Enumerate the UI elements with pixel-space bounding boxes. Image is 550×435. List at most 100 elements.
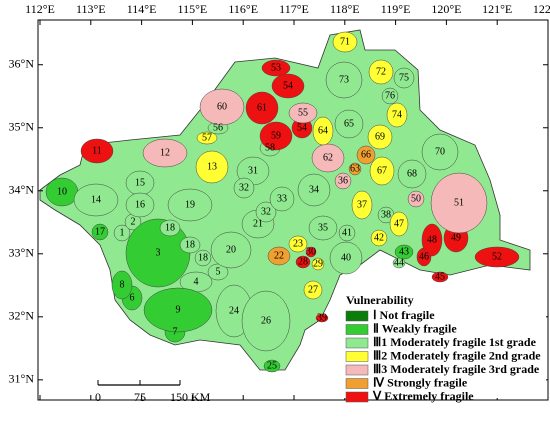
region-label: 46 [419,251,429,262]
x-tick-label: 118°E [330,2,360,16]
x-tick-label: 116°E [228,2,258,16]
region-label: 18 [165,222,175,233]
x-tick-label: 112°E [25,2,55,16]
region-area [288,235,308,253]
region-area [303,280,323,300]
region-label: 64 [318,125,328,136]
region-label: 28 [298,256,308,267]
region-label: 32 [239,182,249,193]
region-label: 65 [344,118,354,129]
region-label: 76 [385,90,395,101]
region-label: 20 [226,244,236,255]
region-label: 56 [213,122,223,133]
region-area [397,159,427,189]
region-area [245,91,279,125]
region-label: 49 [451,232,461,243]
region-area [386,102,408,128]
x-tick-label: 119°E [381,2,411,16]
region-label: 54 [283,80,293,91]
region-area [261,59,291,77]
region-label: 39 [317,312,327,323]
region-area [368,59,394,85]
region-area [474,246,520,268]
region-area [259,121,293,151]
region-label: 52 [492,251,502,262]
legend-label: Ⅲ2 Moderately fragile 2nd grade [373,348,541,362]
region-area [159,219,181,237]
x-tick-label: 117°E [279,2,309,16]
region-area [334,109,364,139]
region-area [311,143,345,173]
region-label: 10 [57,186,67,197]
region-label: 2 [131,216,136,227]
region-area [255,201,277,223]
region-label: 37 [357,199,367,210]
region-label: 47 [394,218,404,229]
region-area [389,211,409,237]
region-area [91,223,109,241]
region-area [381,87,399,105]
region-label: 61 [257,102,267,113]
region-area [199,88,245,126]
region-area [73,183,119,217]
region-label: 67 [377,165,387,176]
legend-swatch [345,324,369,335]
region-area [325,61,363,99]
legend-swatch [345,310,369,322]
scale-label: 150 KM [170,390,211,404]
region-area [167,188,213,222]
region-area [430,172,488,234]
region-label: 19 [185,199,195,210]
region-label: 38 [381,209,391,220]
region-label: 75 [399,72,409,83]
region-label: 25 [267,360,277,371]
y-tick-label: 34°N [9,183,35,197]
region-label: 6 [130,292,135,303]
region-label: 60 [217,101,227,112]
region-label: 44 [394,257,404,268]
legend-swatch [345,351,369,362]
region-label: 13 [207,161,217,172]
region-label: 1 [120,227,125,238]
region-area [233,177,255,199]
region-area [338,224,356,242]
legend-label: Ⅰ Not fragile [373,308,435,322]
region-label: 8 [120,279,125,290]
legend-swatch [345,391,369,403]
region-area [271,73,305,99]
region-label: 7 [173,326,178,337]
region-label: 62 [323,152,333,163]
region-area [288,102,318,124]
region-label: 3 [156,247,161,258]
x-tick-label: 114°E [127,2,157,16]
region-label: 24 [229,305,239,316]
region-label: 68 [407,168,417,179]
region-label: 70 [435,146,445,157]
region-label: 57 [202,132,212,143]
legend-box [338,292,546,398]
region-area [312,116,334,146]
region-label: 55 [298,107,308,118]
region-label: 26 [261,315,271,326]
region-label: 34 [309,184,319,195]
scale-bar: 0 75 150 KM [95,380,211,404]
region-label: 32 [261,206,271,217]
region-area [295,255,311,269]
region-label: 23 [293,238,303,249]
region-label: 59 [271,130,281,141]
region-area [80,138,114,164]
region-area [111,270,133,300]
region-area [241,290,291,352]
region-label: 69 [375,131,385,142]
region-label: 29 [313,258,323,269]
legend-label: Ⅱ Weakly fragile [373,321,457,335]
region-area [334,172,352,190]
region-area [369,156,395,186]
region-area [315,313,329,323]
legend-title: Vulnerability [346,293,414,307]
region-label: 54 [297,122,307,133]
region-area [308,215,338,241]
region-label: 53 [271,62,281,73]
region-area [125,192,155,218]
